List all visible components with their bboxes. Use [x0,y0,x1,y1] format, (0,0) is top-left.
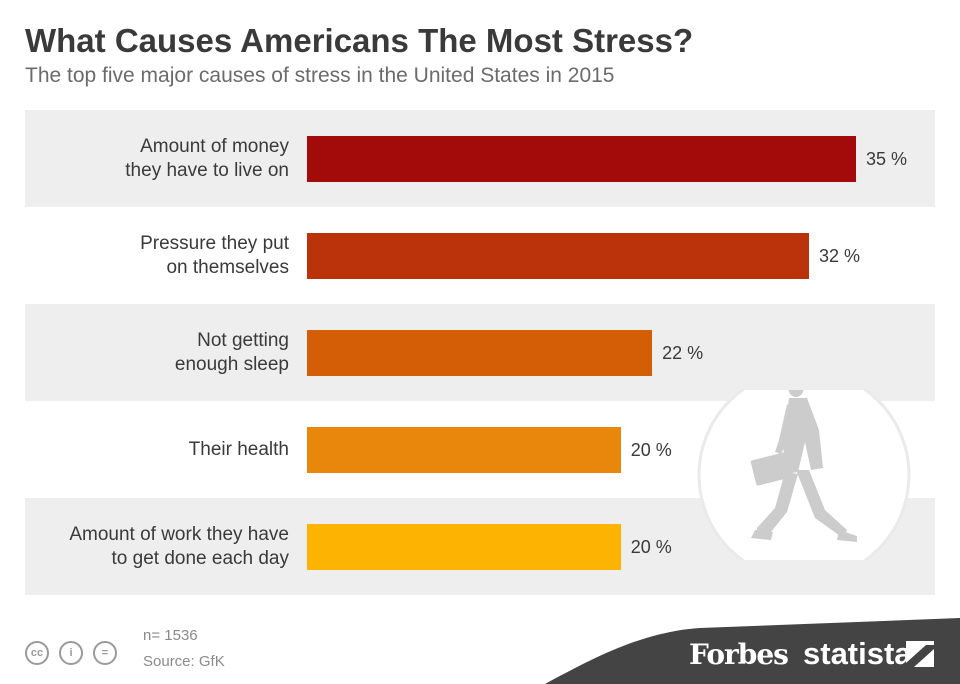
category-label: Their health [19,401,289,498]
statista-logo-icon [906,641,934,667]
category-label-line: Pressure they put [140,232,289,254]
page-title: What Causes Americans The Most Stress? [25,22,694,59]
bar [307,524,621,570]
source: Source: GfK [143,653,225,670]
category-label: Amount of work they have to get done each… [19,498,289,595]
category-label: Not getting enough sleep [19,304,289,401]
value-label: 35 % [866,148,908,169]
category-label-line: enough sleep [174,353,289,375]
forbes-logo: Forbes [689,638,789,671]
statista-logo: statista [803,636,912,671]
page-subtitle: The top five major causes of stress in t… [25,64,615,87]
license-icon-by: i [59,641,83,665]
category-label-line: Amount of work they have [69,523,289,545]
category-label-line: they have to live on [125,159,289,181]
bar-row: Pressure they put on themselves 32 % [25,207,935,304]
bar-row: Amount of money they have to live on 35 % [25,110,935,207]
value-label: 32 % [818,245,860,266]
sample-size: n= 1536 [143,627,198,644]
category-label-line: to get done each day [111,547,289,569]
value-label: 20 % [630,439,672,460]
bar [307,330,653,376]
category-label-line: on themselves [166,256,289,278]
bar [307,233,809,279]
category-label-line: Their health [188,438,289,460]
bar [307,427,621,473]
license-icon-cc: cc [25,641,49,665]
license-icon-nd: = [93,641,117,665]
category-label: Pressure they put on themselves [19,207,289,304]
bar [307,136,856,182]
walking-businessman-illustration [697,390,911,560]
value-label: 20 % [630,536,672,557]
category-label: Amount of money they have to live on [19,110,289,207]
category-label-line: Amount of money [140,135,289,157]
bar-row: Not getting enough sleep 22 % [25,304,935,401]
value-label: 22 % [662,342,704,363]
category-label-line: Not getting [197,329,289,351]
bar-row: Their health 20 % [25,401,935,498]
